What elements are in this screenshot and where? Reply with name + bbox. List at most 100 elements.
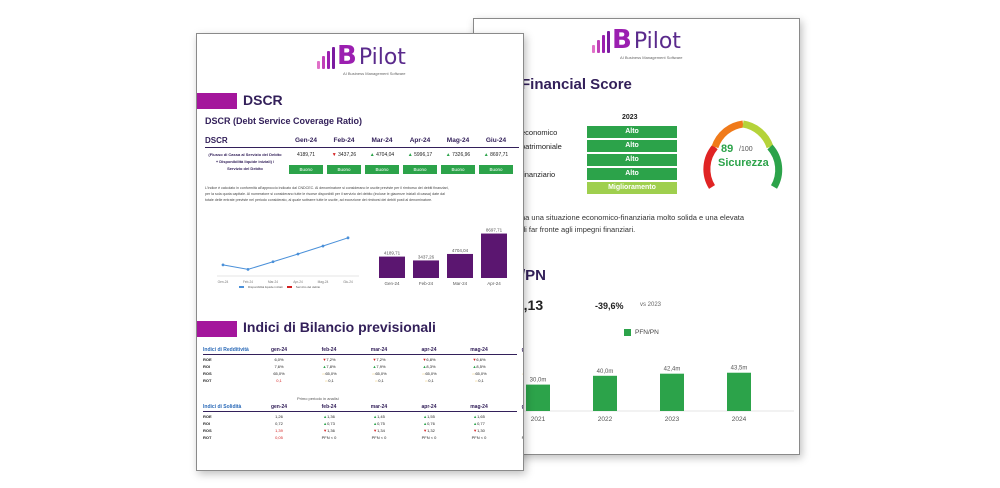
sol-cell: PFN < 0 [371,435,387,440]
equal-arrow-icon: ⇔ [374,378,379,383]
dscr-section-bar [197,93,237,109]
sol-month: gen-24 [270,404,288,410]
dscr-row-label-1: (Flusso di Cassa al Servizio del Debito [208,152,282,157]
legend-label: PFN/PN [635,329,659,336]
redd-cell: ⇔65,0% [309,371,349,376]
up-arrow-icon: ▲ [473,421,478,426]
sol-note: Primo periodo in analisi [297,396,339,401]
dscr-bar-label: 3437,26 [418,254,435,259]
pfn-category-label: 2022 [598,416,613,423]
sol-value: 0,77 [477,421,485,426]
equal-arrow-icon: ⇔ [324,378,329,383]
dscr-value: 8697,71 [490,152,509,158]
sol-cell: ▲1,36 [309,414,349,419]
pfn-bar-label: 40,0m [597,369,614,375]
pfn-bar [526,384,550,411]
redd-cell: ▼7,2% [359,357,399,362]
sol-cell: 0,05 [275,435,283,440]
redd-cell: ▼6,2% [509,357,523,362]
pfn-bar [660,373,684,411]
dscr-status-badge: Buono [327,165,361,174]
down-arrow-icon: ▼ [472,357,477,362]
gauge-yellow-arc [742,120,774,149]
dscr-line-point [246,267,250,271]
score-status-badge: Alto [587,154,677,166]
dscr-table-rule [205,147,519,148]
sol-value: 1,65 [477,414,485,419]
score-status-badge: Alto [587,126,677,138]
redd-cell: 65,0% [273,371,285,376]
dscr-note-3: totale delle entrate previste nel period… [205,198,433,202]
logo-bars-icon [592,31,610,53]
dscr-page: B Pilot AI Business Management Software … [196,33,524,471]
sol-value: 0,76 [427,421,435,426]
down-arrow-icon: ▼ [323,428,328,433]
dscr-value: 4704,04 [376,152,395,158]
sol-cell: ▲0,78 [509,421,523,426]
up-arrow-icon: ▲ [323,421,328,426]
sol-value: 1,36 [327,428,335,433]
sol-cell: ▲1,65 [459,414,499,419]
equal-arrow-icon: ⇔ [521,371,523,376]
redd-cell: ▲8,3% [409,364,449,369]
sol-cell: 1,39 [275,428,283,433]
dscr-subtitle: DSCR (Debt Service Coverage Ratio) [205,116,363,126]
sol-heading: Indici di Solidità [203,404,242,410]
redd-cell: ⇔0,1 [309,378,349,383]
down-arrow-icon: ▼ [422,357,427,362]
sol-cell: ▼1,34 [359,428,399,433]
redd-month: apr-24 [421,347,437,353]
redd-cell: ⇔0,1 [459,378,499,383]
redd-row-label: ROE [203,357,212,362]
up-arrow-icon: ▲ [323,414,328,419]
dscr-value-cell: ▲ 7326,96 [441,152,475,158]
sol-month: apr-24 [421,404,437,410]
equal-arrow-icon: ⇔ [474,378,479,383]
redd-month: mar-24 [370,347,388,353]
up-arrow-icon: ▲ [445,152,453,158]
redd-value: 65,0% [425,371,437,376]
up-arrow-icon: ▲ [422,364,427,369]
dscr-bar-category: Apr-24 [487,281,501,286]
pfn-bar [727,372,751,411]
legend-swatch-b [286,286,292,288]
dscr-month-header: Giu-24 [485,137,507,144]
logo-tagline: AI Business Management Software [620,55,683,60]
score-status-badge: Alto [587,140,677,152]
dscr-status-badge: Buono [441,165,475,174]
dscr-month-header: Gen-24 [294,137,318,144]
score-year: 2023 [622,114,638,121]
redd-cell: ▼6,8% [409,357,449,362]
dscr-line-chart: Gen-24 Feb-24 Mar-24 Apr-24 Mag-24 Giu-24 [217,236,359,284]
score-status-badge: Alto [587,168,677,180]
down-arrow-icon: ▼ [373,428,378,433]
up-arrow-icon: ▲ [483,152,491,158]
equal-arrow-icon: ⇔ [421,371,426,376]
dscr-note-2: per la sola quota capitale. Al numerator… [205,192,445,196]
redd-cell: ▲7,9% [359,364,399,369]
redd-value: 65,0% [325,371,337,376]
line-x-label: Gen-24 [218,280,229,284]
up-arrow-icon: ▲ [423,414,428,419]
sol-cell: PFN < 0 [321,435,337,440]
redd-row-label: ROS [203,371,212,376]
redd-value: 6,8% [426,357,436,362]
sol-month: feb-24 [321,404,337,410]
dscr-line-point [271,260,275,264]
sol-value: 0,75 [377,421,385,426]
dscr-status-badge: Buono [289,165,323,174]
summary-line-2: di far fronte agli impegni finanziari. [521,225,636,234]
logo-pilot: Pilot [358,45,406,70]
redd-month: giu-24 [509,347,523,353]
line-x-label: Mag-24 [318,280,329,284]
redd-cell: ⇔0,1 [409,378,449,383]
up-arrow-icon: ▲ [372,364,377,369]
dscr-bar [481,233,507,278]
dscr-bar-label: 4189,71 [384,251,401,256]
sol-cell: ▲1,75 [509,414,523,419]
dscr-line-point [321,244,325,248]
pfn-delta: -39,6% [595,301,624,311]
redd-cell: 6,0% [274,357,284,362]
line-x-label: Feb-24 [243,280,253,284]
